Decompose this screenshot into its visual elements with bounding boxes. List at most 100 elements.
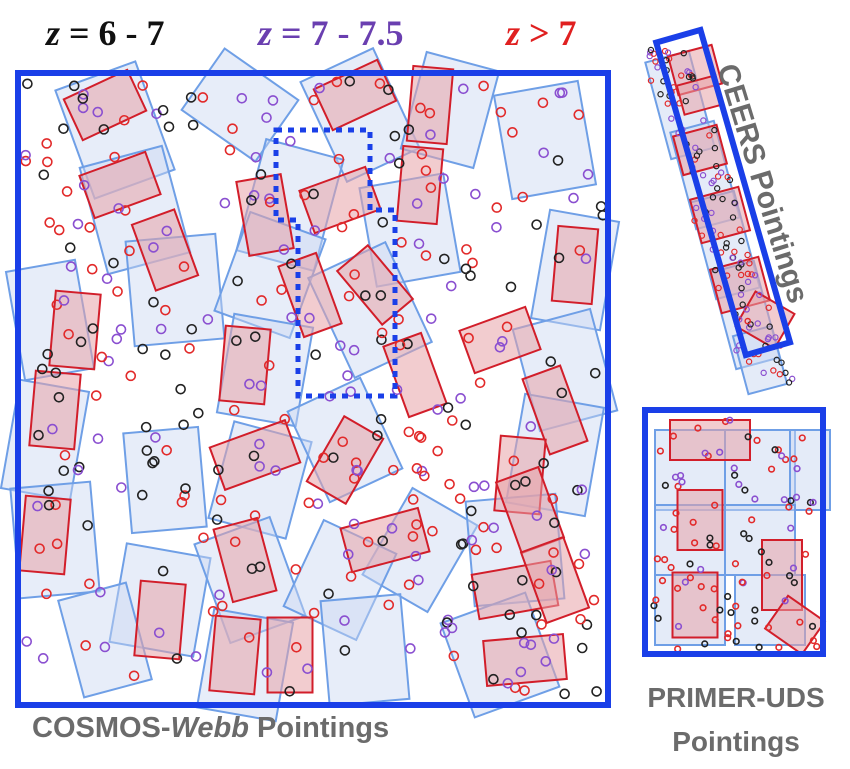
galaxy-marker	[432, 404, 443, 415]
primer-galaxy-marker	[748, 516, 756, 524]
galaxy-marker	[160, 304, 171, 316]
galaxy-marker	[349, 269, 360, 280]
galaxy-marker	[572, 484, 583, 496]
galaxy-marker	[80, 640, 91, 651]
galaxy-marker	[336, 221, 348, 233]
galaxy-marker	[345, 571, 357, 582]
galaxy-marker	[334, 340, 346, 351]
galaxy-marker	[219, 197, 231, 209]
primer-galaxy-marker	[787, 497, 795, 505]
galaxy-marker	[255, 169, 267, 180]
galaxy-marker	[113, 203, 124, 214]
primer-galaxy-marker	[808, 622, 817, 630]
primer-galaxy-marker	[699, 604, 707, 612]
ceers-galaxy-marker	[684, 68, 691, 75]
galaxy-marker	[58, 123, 69, 134]
miri-pointing	[133, 579, 187, 661]
galaxy-marker	[581, 619, 593, 631]
ceers-galaxy-marker	[789, 375, 796, 383]
galaxy-marker	[405, 643, 416, 654]
galaxy-marker	[495, 106, 507, 118]
galaxy-marker	[573, 558, 585, 570]
ceers-galaxy-marker	[782, 369, 789, 377]
galaxy-marker	[575, 613, 586, 625]
galaxy-marker	[531, 219, 542, 230]
galaxy-marker	[574, 245, 586, 256]
primer-galaxy-marker	[711, 501, 719, 509]
galaxy-marker	[545, 356, 557, 367]
primer-galaxy-marker	[689, 518, 697, 526]
galaxy-marker	[376, 327, 388, 339]
primer-galaxy-marker	[755, 643, 763, 651]
galaxy-marker	[215, 494, 227, 506]
primer-galaxy-marker	[726, 416, 734, 424]
galaxy-marker	[224, 144, 236, 156]
primer-galaxy-marker	[764, 623, 773, 632]
galaxy-marker	[536, 619, 547, 630]
galaxy-marker	[342, 370, 353, 381]
galaxy-marker	[576, 484, 588, 495]
galaxy-marker	[446, 415, 458, 426]
galaxy-marker	[197, 92, 209, 103]
galaxy-marker	[254, 461, 265, 472]
galaxy-marker	[155, 323, 167, 335]
ceers-galaxy-marker	[680, 49, 687, 57]
primer-galaxy-marker	[809, 498, 817, 506]
primer-galaxy-marker	[751, 606, 759, 614]
primer-galaxy-marker	[711, 616, 719, 624]
ceers-galaxy-marker	[665, 55, 673, 62]
galaxy-marker	[267, 95, 279, 106]
galaxy-marker	[467, 580, 479, 592]
galaxy-marker	[176, 496, 188, 508]
galaxy-marker	[460, 263, 472, 275]
galaxy-marker	[184, 343, 195, 354]
legend-z-7-7_5-symbol: z	[258, 13, 273, 53]
galaxy-marker	[41, 588, 52, 600]
galaxy-marker	[425, 182, 437, 194]
galaxy-marker	[65, 261, 77, 272]
galaxy-marker	[402, 338, 413, 350]
primer-galaxy-marker	[697, 565, 705, 574]
ceers-galaxy-marker	[756, 291, 763, 299]
miri-pointing	[48, 289, 102, 371]
galaxy-marker	[407, 494, 419, 505]
ceers-galaxy-marker	[713, 185, 721, 192]
ceers-galaxy-marker	[739, 301, 746, 308]
galaxy-marker	[278, 244, 290, 255]
primer-galaxy-marker	[701, 640, 709, 648]
galaxy-marker	[411, 519, 422, 530]
galaxy-marker	[92, 433, 104, 445]
primer-miri-pointing	[671, 571, 719, 639]
ceers-galaxy-marker	[722, 244, 730, 251]
galaxy-marker	[345, 386, 356, 397]
galaxy-marker	[531, 510, 543, 521]
galaxy-marker	[383, 84, 394, 96]
galaxy-marker	[86, 263, 98, 275]
galaxy-marker	[157, 565, 169, 577]
galaxy-marker	[42, 348, 53, 360]
ceers-galaxy-marker	[657, 91, 664, 98]
galaxy-marker	[150, 432, 161, 443]
ceers-galaxy-marker	[736, 226, 743, 233]
galaxy-marker	[310, 349, 321, 361]
ceers-galaxy-marker	[692, 144, 699, 151]
galaxy-marker	[427, 525, 438, 537]
cosmos-pointing	[122, 425, 208, 535]
galaxy-marker	[185, 92, 197, 103]
cosmos-dotted-region	[273, 127, 398, 399]
ceers-galaxy-marker	[765, 334, 772, 341]
primer-galaxy-marker	[798, 434, 806, 442]
galaxy-marker	[270, 465, 281, 476]
ceers-galaxy-marker	[744, 270, 752, 278]
galaxy-marker	[374, 78, 386, 89]
primer-galaxy-marker	[681, 578, 689, 586]
galaxy-marker	[416, 148, 428, 160]
primer-galaxy-marker	[744, 433, 752, 441]
ceers-galaxy-marker	[647, 46, 655, 54]
primer-galaxy-marker	[674, 622, 683, 631]
galaxy-marker	[308, 188, 319, 200]
primer-galaxy-marker	[710, 585, 718, 593]
galaxy-marker	[343, 290, 355, 302]
primer-galaxy-marker	[697, 582, 705, 591]
primer-galaxy-marker	[778, 452, 786, 460]
